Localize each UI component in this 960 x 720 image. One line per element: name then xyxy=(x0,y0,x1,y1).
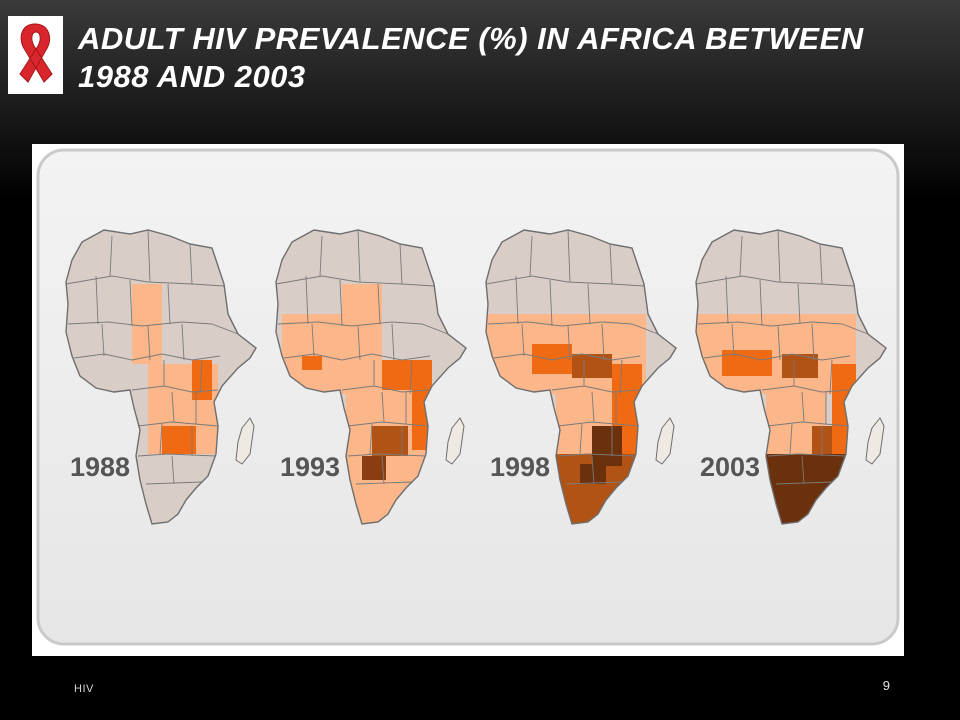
red-ribbon-logo xyxy=(8,16,63,94)
page-number: 9 xyxy=(882,678,890,693)
map-year-label: 1988 xyxy=(70,452,130,482)
map-year-label: 1993 xyxy=(280,452,340,482)
hiv-maps-figure: 1988 1993 xyxy=(32,144,904,656)
map-year-label: 1998 xyxy=(490,452,550,482)
map-year-label: 2003 xyxy=(700,452,760,482)
red-ribbon-icon xyxy=(19,23,53,83)
footer-text: HIV xyxy=(74,683,94,695)
slide-title: ADULT HIV PREVALENCE (%) IN AFRICA BETWE… xyxy=(78,21,864,94)
